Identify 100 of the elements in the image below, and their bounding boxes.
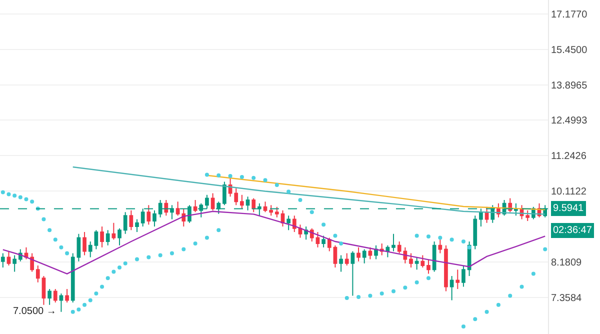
- point: [182, 247, 186, 252]
- candlestick: [6, 250, 11, 266]
- candlestick: [240, 194, 244, 210]
- candlestick: [123, 212, 128, 234]
- candlestick: [444, 244, 448, 292]
- candlestick: [222, 181, 226, 206]
- point: [339, 241, 344, 246]
- point: [123, 261, 128, 266]
- candlestick: [234, 188, 238, 206]
- candlestick: [118, 228, 122, 246]
- point: [118, 266, 122, 270]
- point: [6, 192, 11, 196]
- candlestick: [36, 264, 40, 283]
- candlestick: [146, 204, 151, 226]
- point: [228, 174, 232, 178]
- point: [426, 234, 430, 239]
- candlestick: [368, 246, 372, 260]
- candlestick: [176, 201, 180, 216]
- candlestick: [473, 215, 478, 250]
- point: [263, 178, 268, 182]
- candlestick: [362, 248, 366, 264]
- point: [322, 222, 326, 227]
- point: [333, 234, 338, 238]
- candlestick: [350, 250, 355, 296]
- point: [473, 317, 478, 322]
- point: [508, 294, 512, 298]
- y-tick-label: 10.1122: [551, 186, 587, 198]
- point: [158, 253, 162, 258]
- point: [543, 247, 548, 252]
- candlestick: [42, 275, 46, 306]
- candlestick: [526, 210, 530, 222]
- candlestick: [106, 230, 110, 246]
- candlestick: [12, 254, 16, 272]
- point: [461, 324, 466, 328]
- point: [240, 174, 244, 179]
- point: [356, 295, 361, 300]
- point: [170, 251, 174, 256]
- point: [496, 302, 500, 307]
- candlestick: [374, 244, 378, 260]
- y-tick-label: 8.1809: [551, 258, 582, 269]
- point: [426, 276, 430, 280]
- candlestick: [76, 233, 81, 262]
- candlestick: [479, 208, 483, 227]
- candlestick: [210, 192, 215, 211]
- point: [216, 228, 221, 232]
- point: [252, 176, 256, 180]
- point: [450, 238, 454, 242]
- candlestick: [94, 230, 98, 250]
- candlestick: [339, 254, 343, 272]
- point: [59, 245, 64, 250]
- point: [461, 240, 466, 244]
- point: [414, 280, 419, 284]
- point: [484, 310, 489, 314]
- candlestick: [316, 232, 320, 248]
- candlestick: [462, 264, 466, 288]
- point: [204, 236, 209, 240]
- point: [438, 236, 442, 240]
- text: 02:36:47: [553, 225, 592, 236]
- point: [12, 194, 17, 198]
- point: [310, 210, 314, 214]
- candlestick: [129, 210, 134, 231]
- y-tick-label: 7.3584: [551, 293, 582, 304]
- point: [65, 251, 70, 256]
- candlestick: [322, 235, 326, 248]
- candlestick: [356, 246, 360, 262]
- candlestick: [88, 241, 92, 258]
- candlestick: [292, 215, 296, 233]
- annotation: 7.0500 →: [13, 306, 56, 317]
- candlestick: [112, 222, 116, 240]
- point: [467, 245, 472, 250]
- candlestick: [392, 233, 396, 252]
- point: [24, 197, 28, 202]
- candlestick: [327, 237, 332, 252]
- candlestick: [246, 196, 250, 211]
- point: [286, 190, 291, 194]
- point: [414, 234, 419, 238]
- candlestick: [48, 288, 52, 306]
- candlestick: [426, 258, 430, 274]
- candlestick: [193, 199, 198, 213]
- point: [30, 200, 34, 204]
- point: [403, 286, 408, 290]
- candlestick: [70, 252, 75, 304]
- candlestick: [450, 275, 454, 301]
- candlestick: [59, 292, 64, 312]
- candlestick: [53, 288, 58, 304]
- point: [298, 198, 302, 202]
- y-tick-label: 15.4500: [551, 44, 588, 56]
- point: [368, 294, 372, 298]
- candlestick: [82, 232, 86, 256]
- y-tick-label: 13.8965: [551, 80, 588, 92]
- line-series: [72, 166, 546, 215]
- y-tick-label: 12.4993: [551, 116, 588, 127]
- candlestick: [432, 241, 436, 272]
- point: [0, 190, 5, 194]
- candlestick: [286, 215, 290, 231]
- point: [204, 172, 209, 177]
- point: [193, 241, 198, 246]
- y-tick-label: 17.1770: [551, 9, 588, 20]
- candlestick: [100, 226, 104, 248]
- candlestick: [135, 218, 139, 233]
